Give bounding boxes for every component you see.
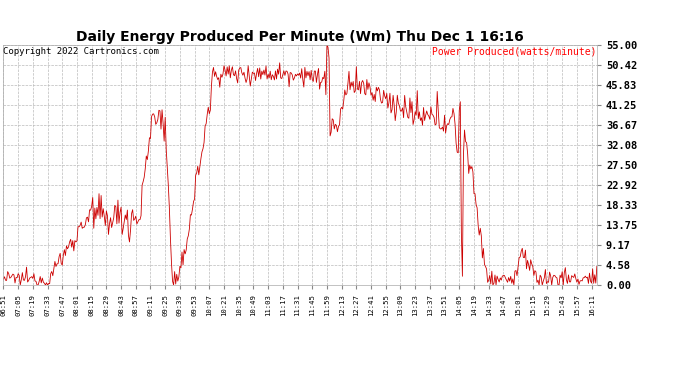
Text: Power Produced(watts/minute): Power Produced(watts/minute) xyxy=(433,47,597,57)
Title: Daily Energy Produced Per Minute (Wm) Thu Dec 1 16:16: Daily Energy Produced Per Minute (Wm) Th… xyxy=(77,30,524,44)
Text: Copyright 2022 Cartronics.com: Copyright 2022 Cartronics.com xyxy=(3,47,159,56)
